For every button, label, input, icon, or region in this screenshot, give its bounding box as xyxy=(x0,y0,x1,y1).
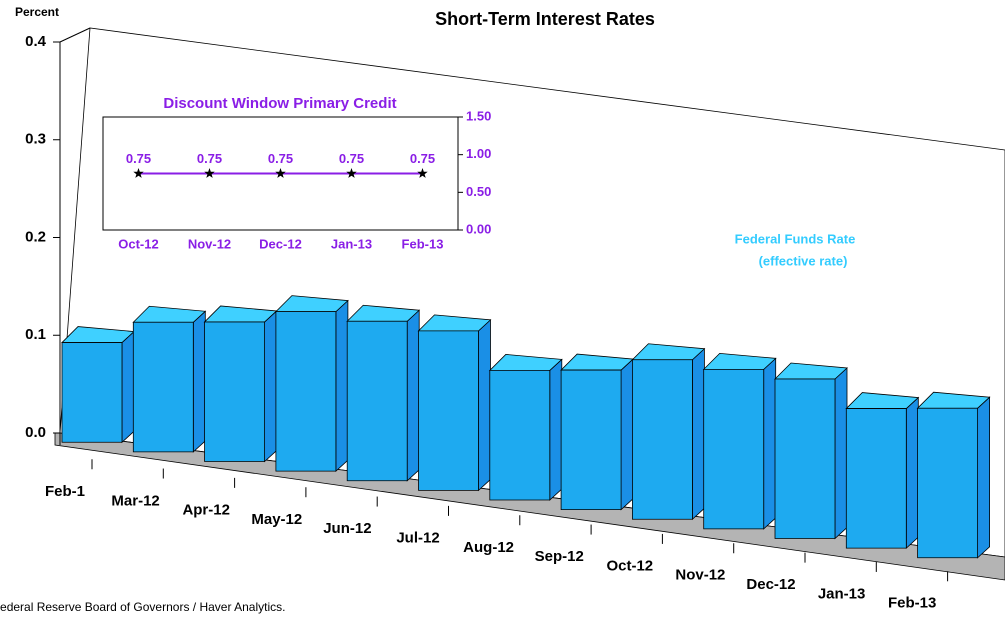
x-tick-label: Jun-12 xyxy=(323,520,371,537)
bar-side xyxy=(192,310,206,453)
bar-front xyxy=(632,359,693,520)
y-tick-label: 0.1 xyxy=(25,326,46,343)
bar-front xyxy=(275,311,337,472)
bar xyxy=(560,353,635,511)
bar xyxy=(774,362,848,540)
bar-front xyxy=(418,330,479,491)
y2-tick-label: 1.50 xyxy=(466,108,491,123)
bar-side xyxy=(335,299,349,473)
x-tick-label: Feb-1 xyxy=(45,483,85,500)
x-tick-label: Sep-12 xyxy=(535,548,584,565)
annotation: Federal Funds Rate xyxy=(735,231,856,246)
x-tick-label: Jul-12 xyxy=(396,529,439,546)
bar-side xyxy=(905,396,919,550)
bar-side xyxy=(478,318,491,492)
y2-tick-label: 1.00 xyxy=(466,146,491,161)
bar-side xyxy=(121,330,135,444)
inset-title: Discount Window Primary Credit xyxy=(163,95,396,112)
y-axis-label: Percent xyxy=(15,5,59,19)
data-label: 0.75 xyxy=(410,151,435,166)
x-tick-label: May-12 xyxy=(251,511,302,528)
bar xyxy=(631,343,706,521)
bar-side xyxy=(834,367,848,540)
bar-front xyxy=(917,407,978,559)
bar xyxy=(916,391,991,559)
data-label: 0.75 xyxy=(339,151,364,166)
bar xyxy=(702,352,777,530)
marker xyxy=(275,168,286,178)
bar xyxy=(132,305,207,453)
y-tick-label: 0.2 xyxy=(25,228,46,245)
bar-front xyxy=(560,369,622,511)
x-tick-label: Jan-13 xyxy=(331,236,372,251)
x-tick-label: Dec-12 xyxy=(746,576,795,593)
y-tick-label: 0.0 xyxy=(25,424,46,441)
bar-front xyxy=(845,408,907,549)
x-tick-label: Oct-12 xyxy=(606,557,653,574)
source: Source: Federal Reserve Board of Governo… xyxy=(0,600,285,614)
x-tick-label: Dec-12 xyxy=(259,236,302,251)
bar-side xyxy=(977,396,990,559)
marker xyxy=(133,168,144,178)
bar-front xyxy=(774,378,836,539)
data-label: 0.75 xyxy=(268,151,293,166)
x-tick-label: Mar-12 xyxy=(111,492,159,509)
bar-side xyxy=(406,309,420,482)
bar-front xyxy=(61,342,123,443)
data-label: 0.75 xyxy=(197,151,222,166)
bar xyxy=(417,314,492,492)
marker xyxy=(204,168,215,178)
bar-front xyxy=(703,368,765,530)
data-label: 0.75 xyxy=(126,151,151,166)
y-tick-label: 0.3 xyxy=(25,131,46,148)
bar xyxy=(203,305,278,463)
y-tick-label: 0.4 xyxy=(25,33,47,50)
x-tick-label: Apr-12 xyxy=(182,502,230,519)
x-tick-label: Feb-13 xyxy=(888,595,936,612)
bar xyxy=(845,392,920,550)
bar xyxy=(61,326,135,444)
bar xyxy=(488,353,563,501)
axis-edge xyxy=(59,27,91,43)
x-tick-label: Nov-12 xyxy=(188,236,231,251)
bar-front xyxy=(346,320,408,482)
bar xyxy=(346,304,421,482)
marker xyxy=(346,168,357,178)
y2-tick-label: 0.50 xyxy=(466,184,491,199)
bar-front xyxy=(489,370,551,501)
bar xyxy=(274,295,349,473)
bar-side xyxy=(264,310,278,463)
y2-tick-label: 0.00 xyxy=(466,221,491,236)
bar-front xyxy=(204,321,266,462)
x-tick-label: Aug-12 xyxy=(463,539,514,556)
marker xyxy=(417,168,428,178)
x-tick-label: Nov-12 xyxy=(675,567,725,584)
x-tick-label: Jan-13 xyxy=(818,585,866,602)
bar-side xyxy=(620,358,634,511)
annotation: (effective rate) xyxy=(759,253,848,268)
bar-side xyxy=(549,358,563,501)
bar-side xyxy=(763,357,777,530)
chart-title: Short-Term Interest Rates xyxy=(435,9,655,29)
x-tick-label: Oct-12 xyxy=(118,236,158,251)
bar-front xyxy=(132,321,194,453)
bar-side xyxy=(692,347,705,521)
x-tick-label: Feb-13 xyxy=(402,236,444,251)
